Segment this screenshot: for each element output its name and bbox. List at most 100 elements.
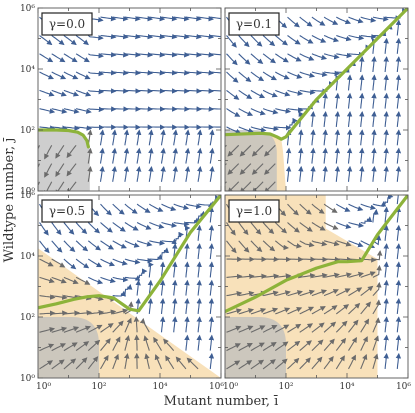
streamline (299, 53, 315, 61)
streamline (311, 222, 326, 231)
streamline (299, 323, 314, 333)
streamline (100, 52, 117, 58)
streamline (371, 165, 377, 182)
streamline (66, 163, 77, 177)
streamline (124, 52, 141, 58)
streamline (184, 279, 190, 296)
streamline (311, 289, 328, 297)
streamline (285, 147, 292, 164)
streamline (383, 261, 389, 278)
streamline (251, 163, 264, 175)
streamline (51, 359, 65, 370)
streamline (88, 70, 105, 77)
streamline (336, 240, 352, 247)
streamline (112, 222, 126, 232)
streamline (75, 89, 92, 97)
streamline (336, 52, 353, 59)
streamline (360, 353, 368, 370)
streamline (185, 70, 202, 76)
streamline (287, 323, 302, 333)
streamline (250, 273, 267, 280)
streamline (346, 92, 353, 109)
panel-gamma-0-0: 10⁰ 10² 10⁴ 10⁶ γ=0.0 (20, 4, 222, 197)
streamline (346, 74, 353, 91)
panel-gamma-0-1: γ=0.1 (224, 7, 409, 192)
streamline (334, 92, 341, 109)
streamline (250, 240, 263, 253)
streamline (298, 165, 304, 182)
streamline (264, 144, 276, 157)
streamline (124, 275, 141, 281)
streamline (63, 326, 80, 333)
streamline (299, 340, 312, 352)
streamline (124, 240, 140, 248)
streamline (208, 261, 215, 278)
gamma-label-box (228, 199, 280, 223)
panel-gamma-0-5: 10⁰ 10² 10⁴ 10⁶ 10⁰ 10² 10⁴ 10⁶ γ=0.5 (20, 191, 224, 392)
streamline (100, 276, 116, 284)
streamline (173, 203, 190, 211)
streamline (75, 71, 91, 80)
streamline (348, 203, 364, 212)
streamline (395, 261, 402, 278)
streamline (323, 240, 340, 247)
streamline (123, 129, 130, 146)
streamline (299, 35, 314, 44)
streamline (274, 358, 288, 370)
streamline (275, 108, 292, 114)
y-tick-label: 10⁴ (20, 65, 35, 75)
streamline (55, 144, 65, 159)
streamline (185, 33, 202, 40)
streamline (395, 147, 402, 164)
streamline (311, 53, 328, 60)
streamline (112, 258, 128, 266)
streamline (185, 88, 202, 94)
streamline (112, 88, 129, 94)
streamline (112, 320, 124, 333)
streamline (287, 290, 303, 297)
streamline (124, 335, 131, 351)
streamline (184, 243, 190, 260)
streamline (144, 353, 150, 370)
streamline (335, 203, 351, 212)
streamline (348, 16, 364, 24)
streamline (172, 129, 179, 146)
streamline (226, 360, 241, 370)
streamline (154, 354, 163, 370)
streamline (274, 53, 289, 63)
streamline (184, 166, 191, 182)
y-tick-label: 10² (20, 126, 35, 136)
streamline (51, 343, 66, 352)
streamline (100, 15, 117, 22)
streamline (226, 291, 243, 297)
streamline (334, 111, 341, 127)
streamline (299, 306, 315, 315)
streamline (323, 203, 338, 213)
streamline (371, 111, 377, 127)
streamline (323, 70, 341, 77)
y-tick-label: 10⁰ (20, 187, 35, 197)
streamline (133, 316, 140, 333)
streamline (75, 276, 91, 285)
streamline (226, 53, 238, 66)
streamline (311, 322, 325, 333)
streamline (395, 224, 402, 241)
streamline (39, 35, 53, 46)
streamline (149, 70, 166, 76)
streamline (359, 74, 365, 91)
streamline (311, 339, 324, 352)
streamline (226, 240, 237, 254)
x-tick-label: 10⁴ (339, 382, 354, 392)
streamline (226, 273, 243, 280)
streamline (323, 289, 339, 297)
streamline (159, 279, 166, 296)
streamline (250, 222, 262, 235)
streamline (384, 195, 394, 205)
streamline (251, 144, 264, 157)
streamline (51, 53, 66, 63)
streamline (395, 92, 402, 109)
streamline (134, 334, 140, 351)
streamline (360, 203, 377, 211)
streamline (172, 147, 179, 164)
streamline (148, 261, 154, 278)
